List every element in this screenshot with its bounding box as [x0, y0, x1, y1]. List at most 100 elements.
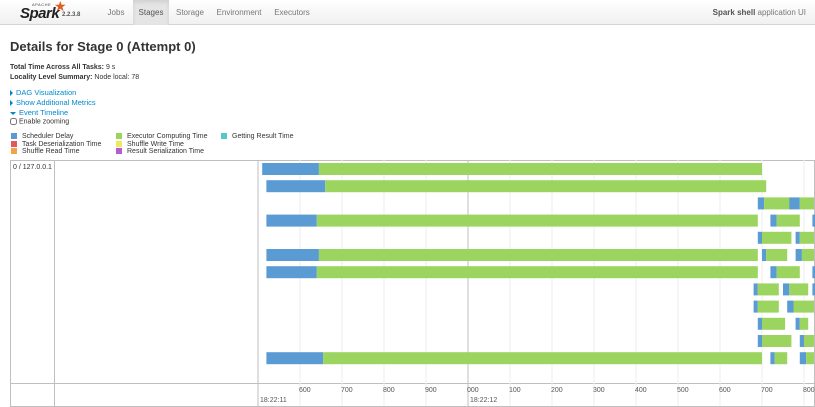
task-bar[interactable] [770, 266, 800, 279]
task-bar[interactable] [266, 214, 758, 227]
x-tick-label: 400 [635, 387, 647, 394]
executor-computing-segment [776, 214, 800, 227]
task-bar[interactable] [795, 249, 814, 261]
legend-label: Result Serialization Time [127, 148, 205, 155]
tab-executors[interactable]: Executors [274, 8, 310, 17]
event-timeline-toggle[interactable]: Event Timeline [10, 108, 68, 117]
legend-swatch [221, 133, 227, 139]
x-tick-label: 200 [551, 387, 563, 394]
task-bar[interactable] [753, 283, 779, 296]
executor-computing-segment [801, 249, 814, 261]
executor-computing-segment [316, 266, 758, 279]
tab-environment[interactable]: Environment [216, 8, 262, 17]
scheduler-delay-segment [795, 231, 800, 244]
executor-computing-segment [789, 283, 809, 296]
task-bar[interactable] [757, 317, 786, 330]
executor-computing-segment [318, 163, 762, 175]
tab-storage[interactable]: Storage [175, 8, 205, 17]
scheduler-delay-segment [757, 197, 765, 210]
dag-visualization-label: DAG Visualization [16, 88, 77, 97]
x-tick-label: 800 [383, 387, 395, 394]
scheduler-delay-segment [795, 249, 802, 261]
legend-task-deserialization: Task Deserialization Time [11, 141, 101, 148]
enable-zooming-checkbox[interactable] [10, 118, 17, 125]
scheduler-delay-segment [757, 335, 762, 347]
task-bar[interactable] [262, 163, 762, 175]
executor-computing-segment [804, 335, 814, 347]
total-time-label: Total Time Across All Tasks: [10, 64, 105, 71]
x-tick-label: 100 [509, 387, 521, 394]
task-bar[interactable] [799, 352, 814, 365]
executor-computing-segment [757, 283, 779, 296]
tab-jobs[interactable]: Jobs [107, 8, 125, 17]
task-bar[interactable] [783, 283, 809, 296]
task-bar[interactable] [266, 249, 758, 261]
executor-computing-segment [799, 231, 814, 244]
x-date-label: 18:22:11 [260, 397, 287, 404]
legend-swatch [11, 133, 17, 139]
task-bar[interactable] [795, 317, 809, 330]
task-bar[interactable] [770, 352, 788, 365]
task-bar[interactable] [757, 335, 792, 347]
legend-scheduler-delay: Scheduler Delay [11, 133, 73, 140]
executor-computing-segment [325, 180, 767, 193]
spark-version: 2.2.3.8 [62, 12, 81, 18]
task-bar[interactable] [757, 231, 792, 244]
task-bar[interactable] [795, 231, 814, 244]
timeline-frame [10, 160, 815, 407]
task-bar[interactable] [266, 266, 758, 279]
executor-computing-segment [762, 317, 786, 330]
x-tick-label: 700 [341, 387, 353, 394]
executor-computing-segment [793, 300, 814, 313]
total-time-summary: Total Time Across All Tasks: 9 s [10, 64, 115, 71]
task-bar[interactable] [266, 180, 767, 193]
navbar: APACHE Spark ★ 2.2.3.8 Jobs Stages Stora… [0, 0, 815, 25]
legend-label: Getting Result Time [232, 133, 294, 140]
legend-label: Shuffle Read Time [22, 148, 80, 155]
x-tick-label: 300 [593, 387, 605, 394]
task-bar[interactable] [762, 249, 788, 261]
x-tick-label: 600 [719, 387, 731, 394]
app-title-suffix: application UI [755, 8, 806, 17]
executor-group-label: 0 / 127.0.0.1 [13, 164, 52, 171]
scheduler-delay-segment [757, 317, 762, 330]
executor-computing-segment [323, 352, 762, 365]
show-additional-metrics-toggle[interactable]: Show Additional Metrics [10, 98, 96, 107]
legend-label: Executor Computing Time [127, 133, 208, 140]
app-title: Spark shell application UI [713, 0, 806, 25]
task-bar[interactable] [799, 335, 814, 347]
major-grid [257, 160, 469, 406]
x-tick-label: 500 [677, 387, 689, 394]
event-timeline-label: Event Timeline [19, 108, 69, 117]
scheduler-delay-segment [762, 249, 767, 261]
task-bar[interactable] [787, 300, 814, 313]
task-bar[interactable] [789, 197, 814, 210]
legend-result-serialization: Result Serialization Time [116, 148, 204, 155]
legend-shuffle-write: Shuffle Write Time [116, 141, 184, 148]
additional-metrics-label: Show Additional Metrics [16, 98, 96, 107]
task-bar[interactable] [812, 283, 815, 296]
legend-swatch [116, 148, 122, 154]
legend-label: Task Deserialization Time [22, 141, 102, 148]
task-bar[interactable] [812, 266, 815, 279]
scheduler-delay-segment [770, 352, 775, 365]
scheduler-delay-segment [795, 317, 800, 330]
x-axis-ticks: 600 700 800 900 000 100 200 300 400 500 600 700 800 [299, 387, 815, 394]
spark-logo[interactable]: APACHE Spark ★ 2.2.3.8 [18, 0, 88, 23]
task-bar[interactable] [266, 352, 762, 365]
task-bar[interactable] [770, 214, 800, 227]
legend-swatch [116, 133, 122, 139]
x-tick-label: 800 [803, 387, 815, 394]
task-bar[interactable] [753, 300, 779, 313]
executor-computing-segment [799, 317, 809, 330]
task-bar[interactable] [812, 214, 815, 227]
arrow-down-icon [10, 111, 16, 115]
tab-stages[interactable]: Stages [133, 0, 169, 25]
executor-computing-segment [762, 231, 792, 244]
arrow-right-icon [10, 90, 13, 97]
dag-visualization-toggle[interactable]: DAG Visualization [10, 88, 76, 97]
task-bar[interactable] [757, 197, 792, 210]
arrow-right-icon [10, 100, 13, 107]
